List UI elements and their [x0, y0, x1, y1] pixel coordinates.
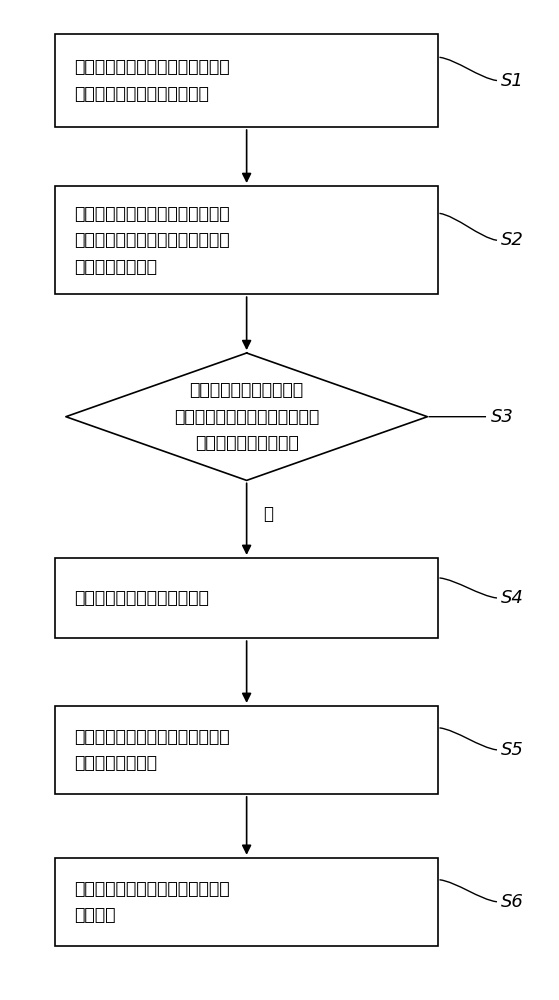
Text: S1: S1: [501, 72, 524, 90]
Text: 是: 是: [263, 505, 273, 523]
FancyBboxPatch shape: [55, 858, 438, 946]
Text: 接收用户的录入信息，其中，录入
信息为购买非车险需要的信息: 接收用户的录入信息，其中，录入 信息为购买非车险需要的信息: [74, 58, 230, 103]
Text: 显示保险产品以及保险产品对应的
折扣值的选项清单: 显示保险产品以及保险产品对应的 折扣值的选项清单: [74, 728, 230, 772]
Text: S6: S6: [501, 893, 524, 911]
FancyBboxPatch shape: [55, 558, 438, 638]
Text: 根据录入信息到预设的保险池内查
找对应的保险产品，保险产品为固
定保费的保险产品: 根据录入信息到预设的保险池内查 找对应的保险产品，保险产品为固 定保费的保险产品: [74, 205, 230, 276]
Text: S3: S3: [490, 408, 513, 426]
Polygon shape: [66, 353, 428, 480]
Text: 则获取保险产品对应的折扣值: 则获取保险产品对应的折扣值: [74, 589, 209, 607]
Text: 若查找到与录入信息对应
的保险产品，则判断用户是否符
合购买保险产品的资格: 若查找到与录入信息对应 的保险产品，则判断用户是否符 合购买保险产品的资格: [174, 381, 319, 452]
Text: 接收用户选择的保险产品，生成对
应的保单: 接收用户选择的保险产品，生成对 应的保单: [74, 880, 230, 924]
FancyBboxPatch shape: [55, 706, 438, 794]
Text: S4: S4: [501, 589, 524, 607]
Text: S5: S5: [501, 741, 524, 759]
Text: S2: S2: [501, 231, 524, 249]
FancyBboxPatch shape: [55, 186, 438, 294]
FancyBboxPatch shape: [55, 34, 438, 127]
